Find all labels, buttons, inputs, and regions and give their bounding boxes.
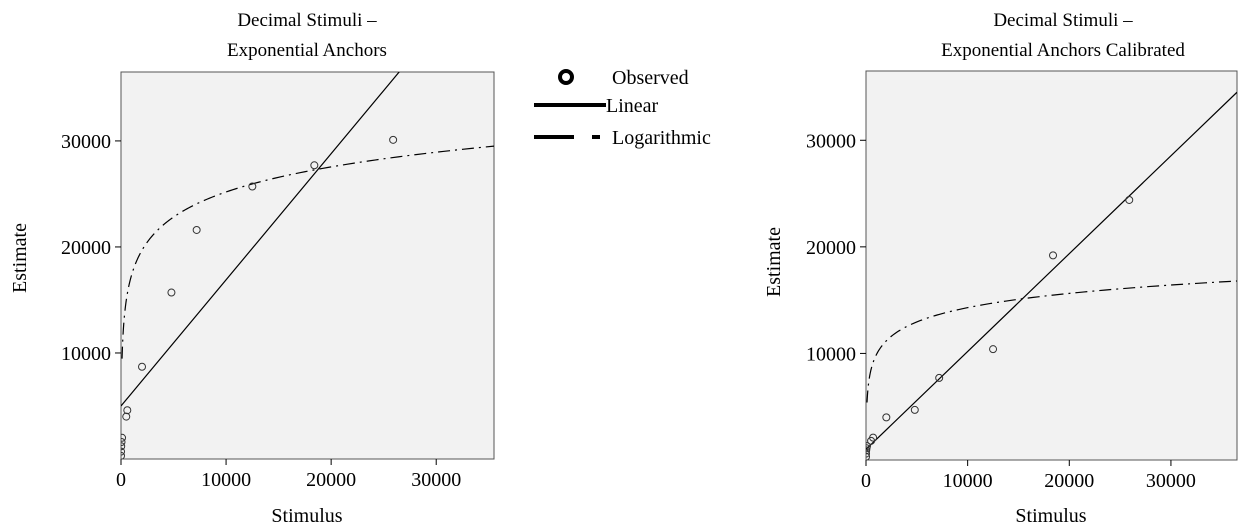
right-observed-point — [866, 449, 871, 458]
right-observed-point — [882, 413, 891, 422]
right-observed-point — [989, 345, 998, 354]
left-observed-point — [121, 433, 127, 442]
left-chart-panel: Decimal Stimuli – Exponential Anchors St… — [9, 10, 495, 527]
left-x-tick-label: 10000 — [201, 469, 251, 491]
left-y-tick-label: 10000 — [61, 343, 111, 365]
right-x-tick-label: 20000 — [1044, 470, 1094, 492]
right-observed-point — [935, 373, 944, 382]
legend-linear-label: Linear — [606, 95, 659, 117]
left-observed-point — [121, 447, 126, 456]
right-x-tick-label: 10000 — [943, 470, 993, 492]
right-x-tick-label: 30000 — [1146, 470, 1196, 492]
left-observed-point — [192, 225, 201, 234]
left-logarithmic-fit-curve — [121, 145, 494, 359]
left-observed-point — [167, 288, 176, 297]
left-observed-point — [122, 412, 131, 421]
left-x-tick-label: 30000 — [411, 469, 461, 491]
right-observed-point — [866, 442, 872, 451]
right-observed-point — [910, 405, 919, 414]
legend-observed-marker — [558, 69, 574, 85]
legend: Observed Linear Logarithmic — [534, 67, 711, 149]
right-chart-title-line-1: Decimal Stimuli – — [993, 10, 1133, 31]
right-observed-point — [1049, 251, 1058, 260]
right-y-tick-label: 20000 — [806, 237, 856, 259]
left-chart-y-axis-label: Estimate — [9, 223, 31, 293]
left-plot-area — [120, 71, 495, 460]
right-y-tick-label: 10000 — [806, 343, 856, 365]
right-chart-x-axis-label: Stimulus — [1015, 505, 1086, 527]
right-observed-point — [1125, 195, 1134, 204]
left-chart-title-line-1: Decimal Stimuli – — [237, 10, 377, 31]
right-chart-title-line-2: Exponential Anchors Calibrated — [941, 40, 1185, 61]
left-chart-x-axis-label: Stimulus — [271, 505, 342, 527]
left-x-tick-label: 0 — [116, 469, 126, 491]
left-y-tick-label: 30000 — [61, 131, 111, 153]
right-y-tick-label: 30000 — [806, 130, 856, 152]
right-plot-area — [865, 70, 1238, 461]
left-observed-point — [121, 442, 126, 451]
left-x-tick-label: 20000 — [306, 469, 356, 491]
right-chart-y-axis-label: Estimate — [763, 227, 785, 297]
right-chart-panel: Decimal Stimuli – Exponential Anchors Ca… — [763, 10, 1238, 527]
right-observed-point — [866, 452, 871, 460]
right-x-tick-label: 0 — [861, 470, 871, 492]
left-chart-title-line-2: Exponential Anchors — [227, 40, 387, 61]
left-y-tick-label: 20000 — [61, 237, 111, 259]
left-observed-point — [389, 135, 398, 144]
left-plot-marks — [121, 72, 494, 459]
right-observed-point — [869, 433, 878, 442]
right-plot-marks — [866, 91, 1237, 460]
legend-observed-label: Observed — [612, 67, 689, 89]
left-observed-point — [310, 161, 319, 170]
left-observed-point — [121, 438, 126, 447]
legend-logarithmic-label: Logarithmic — [612, 127, 711, 149]
left-observed-point — [248, 182, 257, 191]
left-observed-point — [121, 451, 126, 459]
left-observed-point — [123, 406, 132, 415]
left-linear-fit-line — [121, 72, 400, 407]
left-observed-point — [138, 362, 147, 371]
right-linear-fit-line — [866, 91, 1237, 450]
right-logarithmic-fit-curve — [866, 280, 1237, 403]
